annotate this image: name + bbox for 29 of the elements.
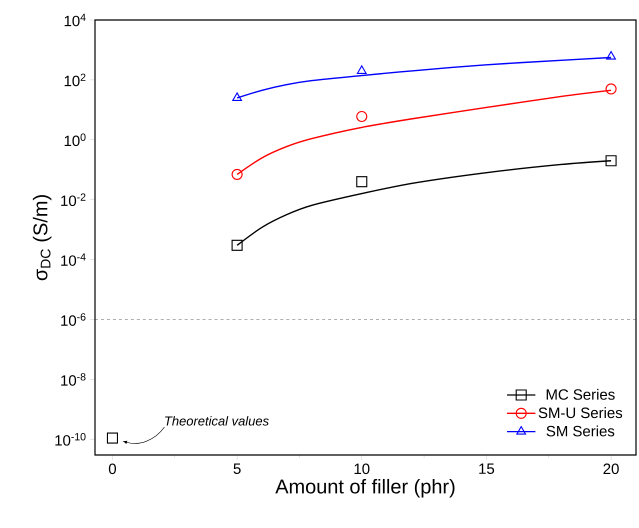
y-tick-label: 10$^{-4}$ bbox=[61, 253, 86, 266]
y-axis-title: σ$_{DC}$ (S/m) bbox=[32, 195, 52, 280]
y-tick-label: 10$^{2}$ bbox=[64, 74, 86, 86]
y-tick-label: 10$^{0}$ bbox=[64, 133, 86, 146]
point bbox=[606, 51, 616, 60]
y-tick-label: 10$^{-2}$ bbox=[61, 193, 86, 206]
point bbox=[606, 155, 617, 166]
y-tick-label: 10$^{-8}$ bbox=[61, 373, 86, 386]
x-tick-label: 20 bbox=[604, 464, 619, 474]
point bbox=[106, 432, 118, 444]
legend-label: SM-U Series bbox=[538, 407, 622, 418]
y-tick-label: 10$^{-6}$ bbox=[61, 313, 86, 326]
y-tick-label: 10$^{-10}$ bbox=[55, 433, 86, 446]
point bbox=[232, 92, 242, 101]
x-tick-label: 15 bbox=[479, 464, 494, 474]
legend-label: MC Series bbox=[546, 388, 615, 400]
point bbox=[232, 168, 243, 180]
x-tick-label: 0 bbox=[108, 464, 116, 474]
x-tick-label: 5 bbox=[234, 464, 241, 474]
x-tick-label: 10 bbox=[354, 464, 370, 474]
point bbox=[606, 83, 617, 94]
point bbox=[356, 110, 368, 122]
x-axis-title: Amount of filler (phr) bbox=[275, 478, 454, 498]
point bbox=[232, 240, 243, 251]
point bbox=[356, 65, 367, 74]
legend-label: SM Series bbox=[546, 425, 614, 436]
y-tick-label: 10$^{4}$ bbox=[64, 14, 86, 26]
annotation: Theoretical values bbox=[165, 416, 269, 426]
point bbox=[356, 176, 368, 188]
